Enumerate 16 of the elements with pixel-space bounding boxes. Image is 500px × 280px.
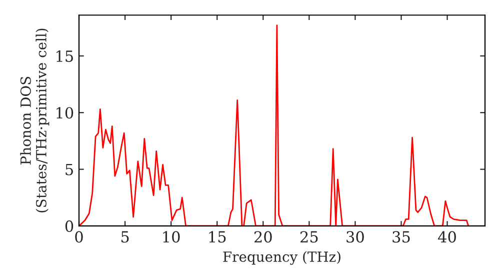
line-series (79, 24, 470, 226)
x-axis-title: Frequency (THz) (223, 251, 340, 265)
x-tick-label: 35 (392, 231, 410, 243)
y-tick-label: 15 (56, 50, 73, 62)
x-tick-label: 20 (254, 231, 272, 243)
x-tick-label: 10 (163, 231, 180, 243)
y-axis-title: Phonon DOS (States/THz·primitive cell) (20, 28, 50, 212)
y-tick-label: 5 (66, 164, 73, 176)
x-tick-label: 25 (300, 231, 318, 243)
x-tick-label: 30 (346, 231, 364, 243)
x-tick-label: 15 (209, 231, 226, 243)
x-tick-label: 40 (438, 231, 456, 243)
y-tick-label: 10 (56, 107, 74, 119)
x-tick-label: 5 (121, 231, 129, 243)
y-tick-label: 0 (65, 220, 74, 232)
x-tick-label: 0 (75, 231, 83, 243)
